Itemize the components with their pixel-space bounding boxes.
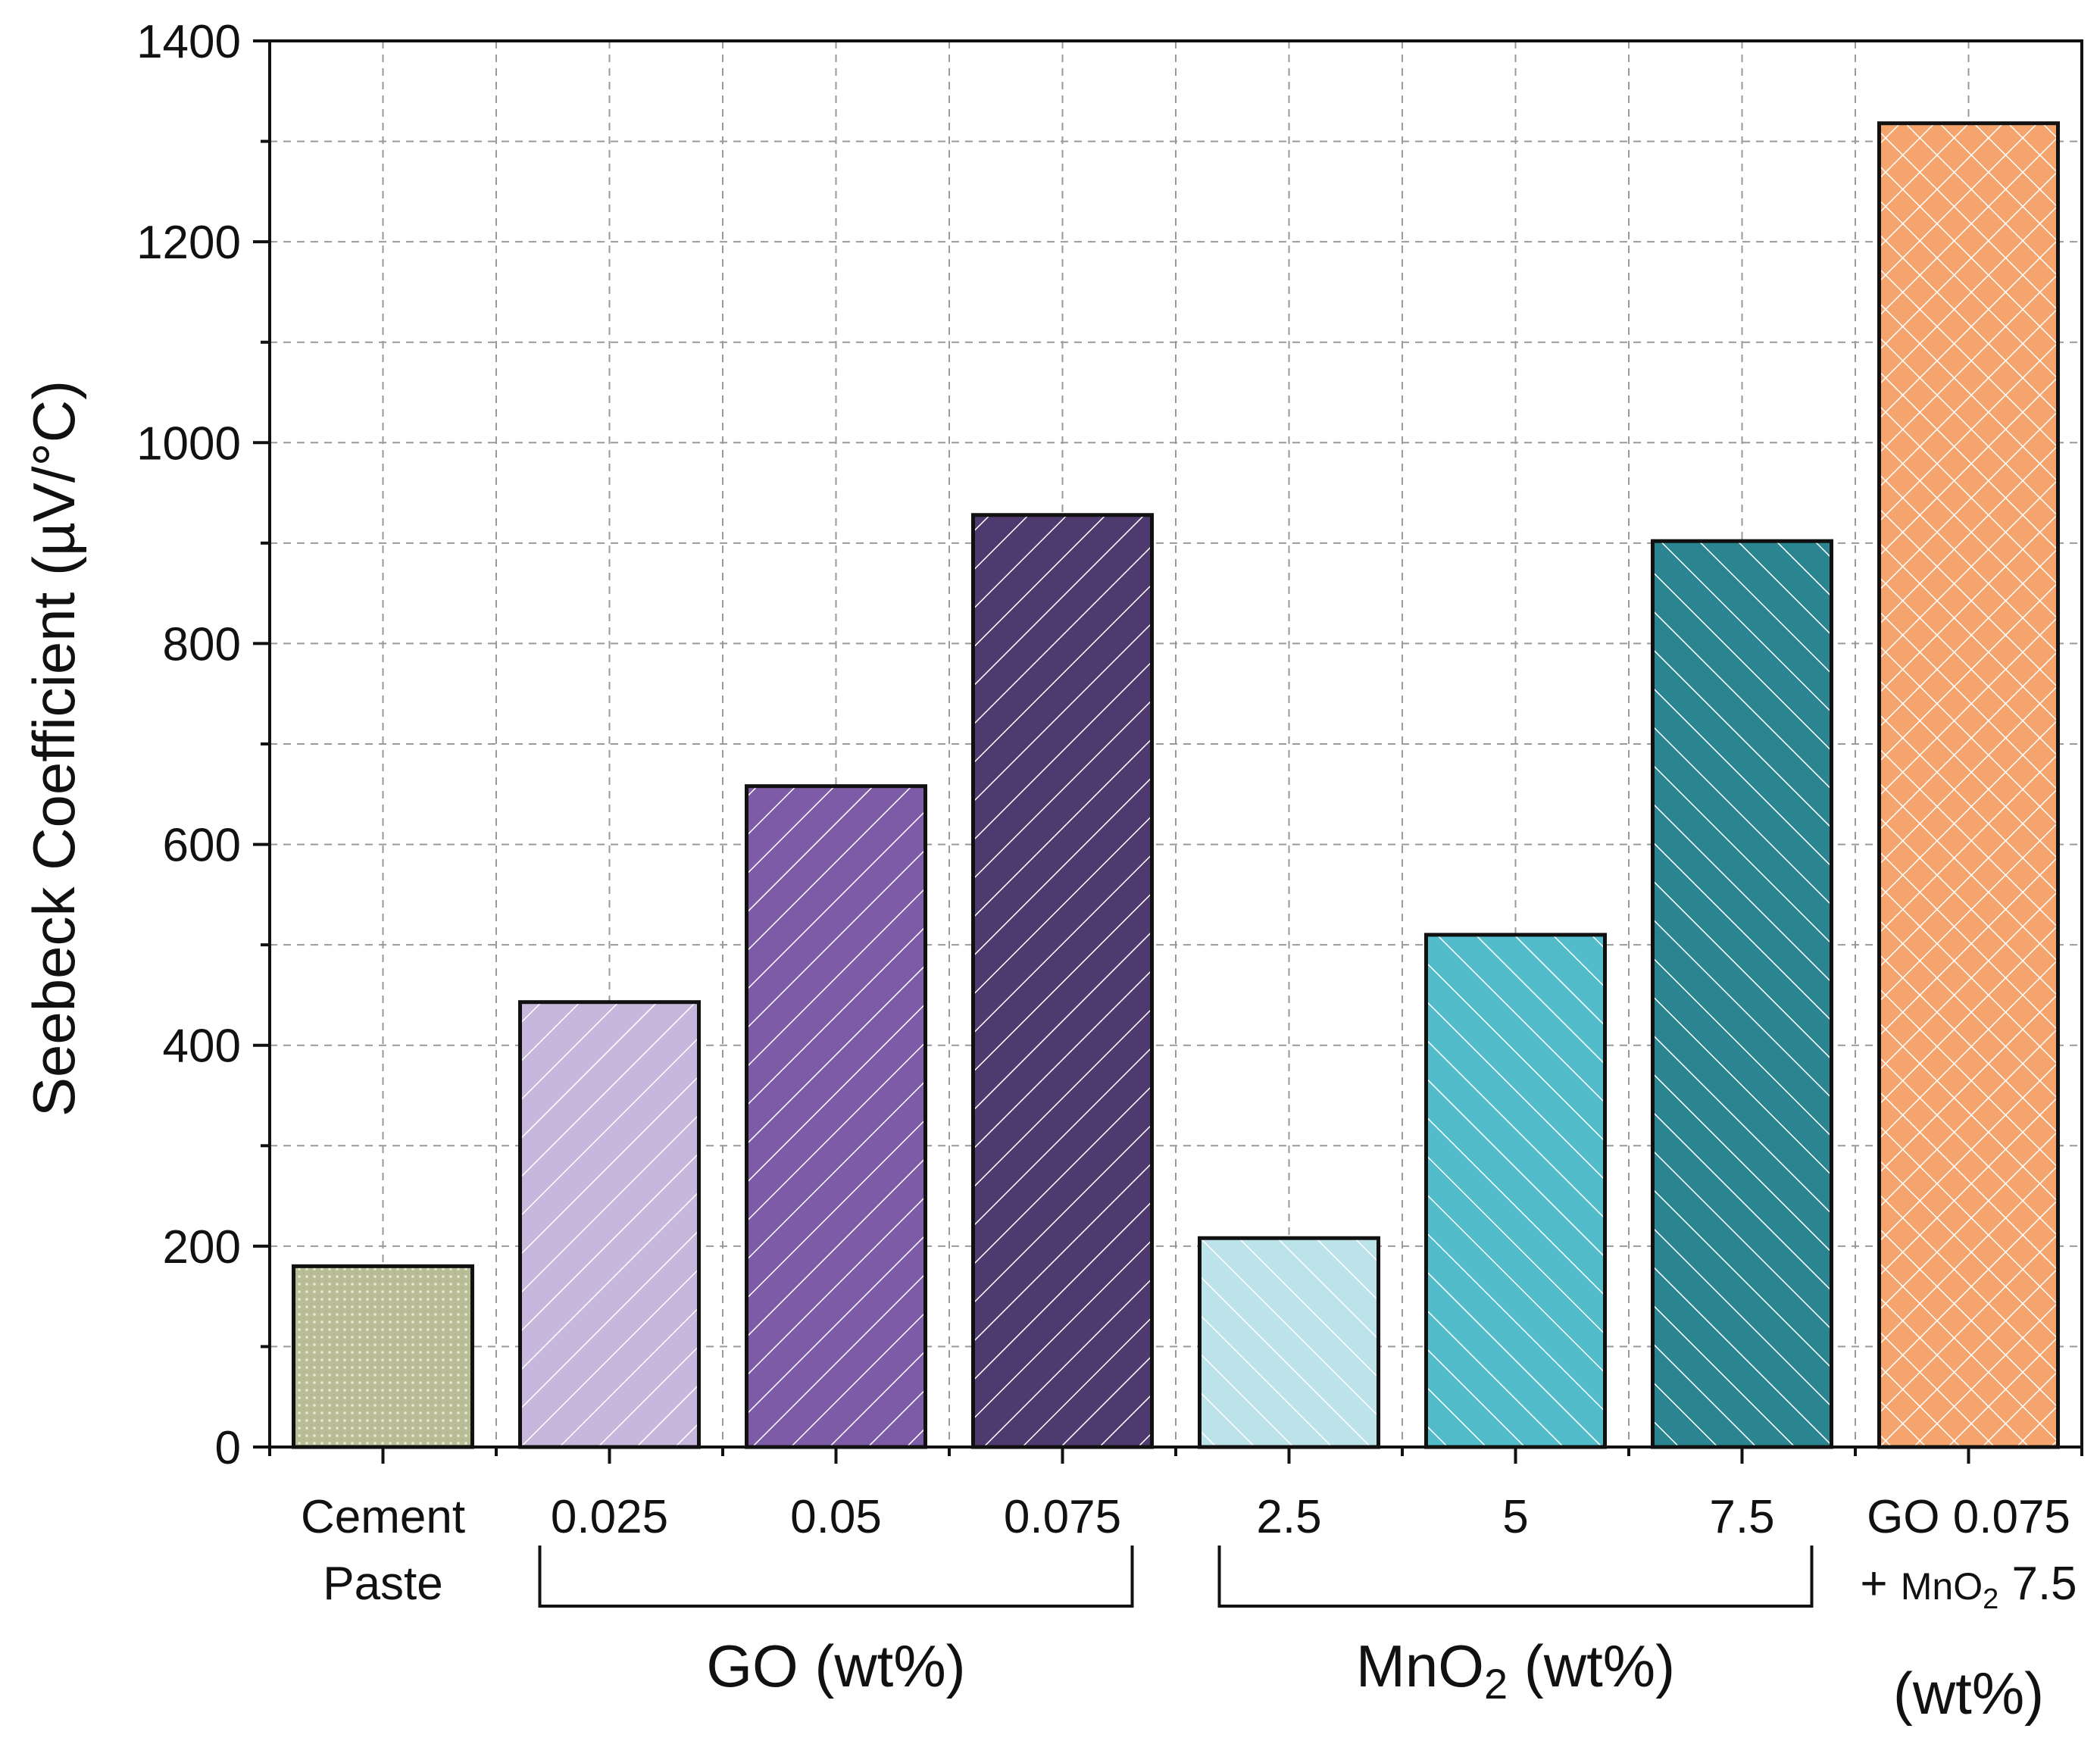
bar-go-mno2-combo <box>1877 121 2060 1449</box>
axes <box>253 39 2083 1608</box>
x-tick-label: 0.075 <box>1004 1491 1121 1543</box>
group-bracket-mno2 <box>1217 1546 1814 1608</box>
y-tick-label: 800 <box>163 618 241 670</box>
x-tick-label: 5 <box>1502 1491 1528 1543</box>
x-tick-label: 0.025 <box>551 1491 668 1543</box>
y-tick-label: 1200 <box>136 217 241 269</box>
x-tick-label: 2.5 <box>1256 1491 1321 1543</box>
y-tick-label: 1400 <box>136 16 241 68</box>
y-axis-title: Seebeck Coefficient (µV/°C) <box>20 380 87 1117</box>
y-tick-label: 600 <box>163 820 241 872</box>
y-tick-label: 400 <box>163 1020 241 1073</box>
group-bracket-go <box>538 1546 1134 1608</box>
x-tick-label: GO 0.075 <box>1867 1491 2070 1543</box>
group-label-go: GO (wt%) <box>706 1633 965 1699</box>
bar-go-0075 <box>971 513 1154 1449</box>
labels: Seebeck Coefficient (µV/°C) 0 200 400 600 80… <box>20 16 2077 1727</box>
bar-mno2-5 <box>1424 933 1607 1449</box>
x-tick-label: 0.05 <box>790 1491 882 1543</box>
group-label-mno2: MnO2 (wt%) <box>1356 1633 1675 1708</box>
y-tick-label: 200 <box>163 1221 241 1274</box>
bar-cement-paste <box>292 1264 474 1449</box>
bar-mno2-25 <box>1198 1236 1380 1449</box>
y-tick-label: 1000 <box>136 417 241 470</box>
bar-go-005 <box>745 784 927 1449</box>
x-tick-label: 7.5 <box>1709 1491 1774 1543</box>
x-tick-label-combo-line2: + MnO2 7.5 <box>1860 1558 2077 1615</box>
bar-go-0025 <box>518 1000 701 1449</box>
bars <box>292 121 2060 1449</box>
combo-unit-label: (wt%) <box>1893 1660 2044 1727</box>
bar-mno2-75 <box>1651 539 1833 1449</box>
x-tick-label: Paste <box>323 1558 443 1610</box>
x-tick-label: Cement <box>301 1491 465 1543</box>
y-tick-label: 0 <box>215 1422 241 1474</box>
